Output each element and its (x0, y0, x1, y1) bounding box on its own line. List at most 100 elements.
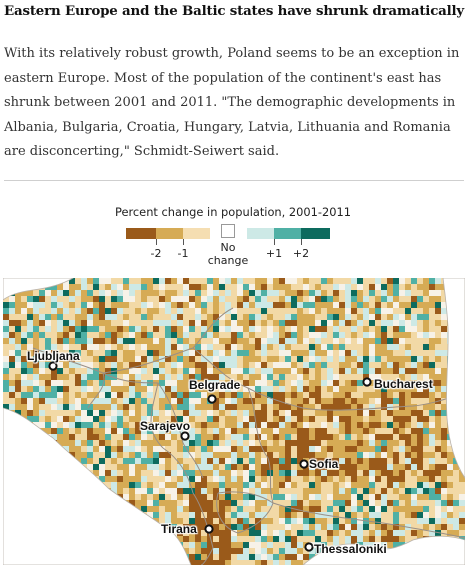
city-dot-sarajevo (180, 431, 190, 441)
municipality-cell (285, 428, 291, 436)
municipality-cell (219, 446, 226, 453)
municipality-cell (99, 338, 106, 345)
municipality-cell (273, 284, 280, 290)
municipality-cell (345, 536, 351, 542)
municipality-cell (153, 356, 161, 362)
municipality-cell (33, 410, 40, 417)
municipality-cell (279, 548, 286, 555)
municipality-cell (21, 338, 28, 345)
municipality-cell (267, 518, 273, 526)
municipality-cell (351, 356, 359, 364)
municipality-cell (285, 314, 291, 322)
municipality-cell (9, 368, 15, 375)
municipality-cell (417, 518, 423, 525)
municipality-cell (75, 344, 81, 352)
municipality-cell (207, 290, 214, 296)
municipality-cell (357, 446, 364, 453)
municipality-cell (423, 404, 430, 411)
municipality-cell (189, 326, 197, 333)
municipality-cell (135, 416, 142, 423)
municipality-cell (135, 500, 142, 506)
municipality-cell (363, 518, 369, 526)
municipality-cell (213, 404, 221, 412)
municipality-cell (93, 320, 99, 327)
municipality-cell (411, 314, 418, 322)
municipality-cell (279, 344, 287, 352)
municipality-cell (189, 554, 195, 560)
municipality-cell (459, 530, 465, 537)
municipality-cell (177, 518, 185, 524)
municipality-cell (225, 470, 231, 478)
municipality-cell (63, 416, 70, 424)
municipality-cell (399, 500, 405, 507)
legend-title: Percent change in population, 2001-2011 (115, 205, 351, 219)
municipality-cell (141, 332, 147, 338)
municipality-cell (327, 506, 334, 514)
municipality-cell (225, 458, 232, 466)
municipality-cell (393, 302, 400, 309)
municipality-cell (105, 392, 111, 399)
municipality-cell (441, 368, 447, 374)
municipality-cell (81, 392, 87, 400)
municipality-cell (147, 470, 154, 477)
municipality-cell (363, 278, 369, 286)
municipality-cell (261, 434, 267, 440)
municipality-cell (201, 494, 208, 501)
municipality-cell (219, 356, 225, 363)
municipality-cell (279, 368, 285, 376)
municipality-cell (225, 302, 233, 309)
municipality-cell (219, 278, 227, 284)
municipality-cell (213, 374, 221, 380)
municipality-cell (405, 494, 413, 501)
municipality-cell (417, 278, 423, 285)
municipality-cell (357, 494, 363, 501)
municipality-cell (303, 554, 311, 560)
municipality-cell (255, 560, 261, 565)
municipality-cell (261, 476, 268, 482)
municipality-cell (237, 536, 243, 544)
municipality-cell (171, 518, 179, 526)
municipality-cell (21, 410, 27, 417)
municipality-cell (117, 458, 124, 466)
municipality-cell (375, 380, 382, 387)
municipality-cell (327, 518, 333, 524)
municipality-cell (267, 308, 275, 314)
municipality-cell (93, 308, 101, 314)
municipality-cell (63, 284, 70, 292)
municipality-cell (369, 470, 375, 478)
municipality-cell (189, 284, 196, 291)
municipality-cell (141, 344, 149, 352)
municipality-cell (381, 296, 389, 302)
municipality-cell (123, 338, 129, 346)
municipality-cell (207, 440, 213, 447)
municipality-cell (357, 314, 364, 322)
municipality-cell (381, 410, 387, 417)
municipality-cell (261, 482, 268, 490)
municipality-cell (387, 380, 394, 388)
municipality-cell (45, 392, 53, 398)
municipality-cell (93, 386, 100, 393)
municipality-cell (219, 536, 227, 544)
municipality-cell (423, 308, 430, 315)
municipality-cell (117, 428, 123, 434)
municipality-cell (333, 296, 340, 304)
municipality-cell (423, 410, 431, 418)
municipality-cell (279, 470, 286, 478)
municipality-cell (45, 308, 51, 314)
municipality-cell (213, 314, 220, 321)
municipality-cell (255, 470, 261, 477)
municipality-cell (333, 392, 340, 400)
municipality-cell (339, 296, 347, 303)
municipality-cell (213, 482, 221, 489)
municipality-cell (33, 332, 40, 338)
municipality-cell (63, 398, 71, 405)
municipality-cell (273, 500, 279, 506)
municipality-cell (441, 362, 448, 368)
municipality-cell (201, 458, 208, 465)
municipality-cell (213, 416, 221, 424)
municipality-cell (165, 296, 171, 303)
municipality-cell (393, 452, 399, 458)
municipality-cell (87, 446, 95, 452)
municipality-cell (15, 374, 22, 382)
municipality-cell (189, 512, 195, 520)
